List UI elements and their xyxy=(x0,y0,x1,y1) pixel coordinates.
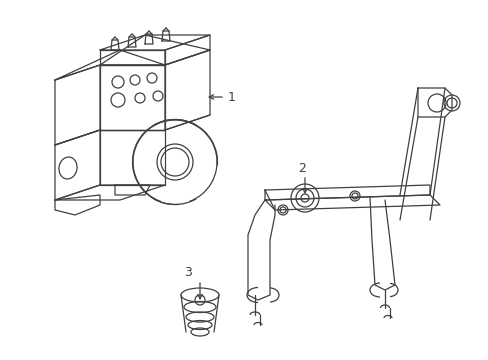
Text: 1: 1 xyxy=(227,90,235,104)
Text: 2: 2 xyxy=(297,162,305,175)
Text: 3: 3 xyxy=(183,266,192,279)
